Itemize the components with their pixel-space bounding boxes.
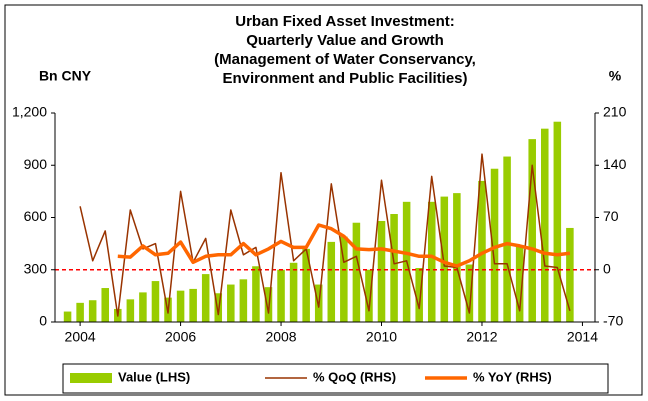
bar — [327, 241, 336, 322]
bar — [553, 121, 562, 322]
line-series — [79, 153, 571, 317]
bar — [289, 262, 298, 322]
bar — [340, 236, 348, 322]
legend-label: % QoQ (RHS) — [313, 369, 396, 384]
bar — [201, 274, 210, 322]
bar — [453, 193, 461, 322]
bar — [566, 227, 574, 322]
bar — [189, 288, 197, 322]
bar — [365, 269, 373, 322]
bar — [264, 287, 273, 322]
bar — [440, 196, 449, 322]
y-tick-label: 600 — [24, 208, 48, 224]
bar — [302, 248, 310, 322]
chart-title: Quarterly Value and Growth — [246, 32, 444, 49]
y2-tick-label: 0 — [603, 260, 611, 276]
chart-title: (Management of Water Conservancy, — [214, 51, 476, 68]
bar — [63, 311, 72, 322]
bar — [503, 156, 511, 322]
legend-label: Value (LHS) — [118, 369, 190, 384]
y-tick-label: 300 — [24, 260, 48, 276]
x-tick-label: 2012 — [466, 329, 497, 345]
bar — [541, 128, 549, 322]
x-tick-label: 2008 — [265, 329, 296, 345]
legend-box — [62, 363, 609, 394]
y-tick-label: 900 — [24, 156, 48, 172]
bar — [277, 269, 285, 322]
legend-label: % YoY (RHS) — [473, 369, 552, 384]
bar — [88, 300, 97, 322]
bar — [101, 288, 109, 322]
bar — [415, 268, 423, 322]
bar — [76, 302, 84, 322]
y2-tick-label: 70 — [603, 208, 619, 224]
bar — [377, 220, 386, 322]
x-tick-label: 2014 — [567, 329, 598, 345]
x-tick-label: 2004 — [65, 329, 96, 345]
bar — [528, 139, 536, 322]
legend-swatch — [70, 373, 112, 383]
bar — [227, 284, 235, 322]
bar — [214, 293, 223, 322]
bar — [465, 264, 474, 322]
bar — [352, 222, 361, 322]
y2-tick-label: 210 — [603, 104, 627, 120]
chart-title: Environment and Public Facilities) — [222, 70, 467, 87]
bar — [151, 281, 160, 322]
x-tick-label: 2006 — [165, 329, 196, 345]
y-tick-label: 1,200 — [12, 104, 47, 120]
bar — [427, 201, 436, 322]
bar — [176, 290, 185, 322]
bar — [252, 266, 260, 322]
y2-tick-label: 140 — [603, 156, 627, 172]
line-series — [117, 223, 571, 268]
bar — [139, 292, 147, 322]
y2-tick-label: -70 — [603, 313, 623, 329]
bar — [390, 214, 398, 322]
bar — [126, 299, 135, 322]
chart-title: Urban Fixed Asset Investment: — [235, 13, 455, 30]
x-tick-label: 2010 — [366, 329, 397, 345]
bar — [490, 168, 499, 322]
bar — [239, 279, 248, 322]
y-axis-label: Bn CNY — [39, 68, 92, 84]
bar — [515, 245, 524, 322]
y2-axis-label: % — [609, 68, 622, 84]
y-tick-label: 0 — [39, 313, 47, 329]
